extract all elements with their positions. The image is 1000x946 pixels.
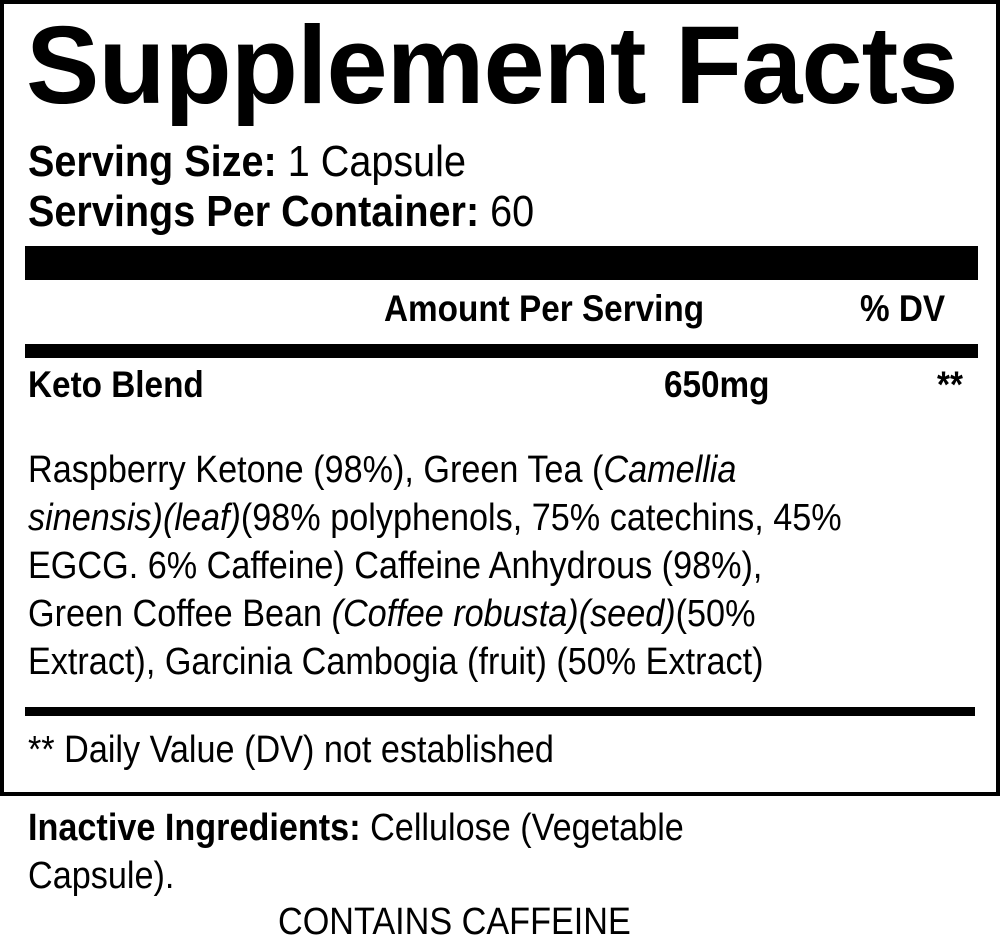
supplement-facts-panel xyxy=(0,0,1000,796)
medium-divider xyxy=(25,344,978,358)
ingredient-line: EGCG. 6% Caffeine) Caffeine Anhydrous (9… xyxy=(28,542,762,590)
ingredient-text: (98% polyphenols, 75% catechins, 45% xyxy=(240,497,842,539)
footnote: ** Daily Value (DV) not established xyxy=(28,729,554,771)
inactive-value: Cellulose (Vegetable xyxy=(370,807,684,849)
caffeine-warning: CONTAINS CAFFEINE xyxy=(278,901,631,943)
servings-per-container: Servings Per Container: 60 xyxy=(28,188,534,236)
ingredient-text: sinensis)(leaf) xyxy=(28,497,241,539)
blend-dv: ** xyxy=(937,364,963,405)
panel-title: Supplement Facts xyxy=(26,4,958,127)
inactive-value-cont: Capsule). xyxy=(28,855,175,897)
ingredient-text: Green Coffee Bean xyxy=(28,593,332,635)
blend-amount: 650mg xyxy=(664,364,770,405)
ingredient-text: (50% xyxy=(675,593,756,635)
ingredient-text: EGCG. 6% Caffeine) Caffeine Anhydrous (9… xyxy=(28,545,763,587)
ingredient-line: Green Coffee Bean (Coffee robusta)(seed)… xyxy=(28,590,755,638)
servings-per-container-value: 60 xyxy=(490,187,535,236)
amount-per-serving-header: Amount Per Serving xyxy=(384,288,705,329)
ingredient-text: Extract), Garcinia Cambogia (fruit) (50%… xyxy=(28,641,764,683)
ingredient-text: (Coffee robusta)(seed) xyxy=(331,593,676,635)
ingredient-line: Extract), Garcinia Cambogia (fruit) (50%… xyxy=(28,638,764,686)
ingredient-line: Raspberry Ketone (98%), Green Tea (Camel… xyxy=(28,446,736,494)
dv-header: % DV xyxy=(860,288,946,329)
thick-divider xyxy=(25,246,978,280)
ingredient-text: Camellia xyxy=(603,449,737,491)
serving-size: Serving Size: 1 Capsule xyxy=(28,138,466,186)
serving-size-label: Serving Size: xyxy=(28,137,277,186)
inactive-label: Inactive Ingredients: xyxy=(28,807,361,849)
blend-name: Keto Blend xyxy=(28,364,204,405)
servings-per-container-label: Servings Per Container: xyxy=(28,187,480,236)
ingredient-text: Raspberry Ketone (98%), Green Tea ( xyxy=(28,449,604,491)
ingredient-line: sinensis)(leaf)(98% polyphenols, 75% cat… xyxy=(28,494,842,542)
inactive-ingredients: Inactive Ingredients: Cellulose (Vegetab… xyxy=(28,804,684,852)
thin-divider xyxy=(25,707,975,716)
serving-size-value: 1 Capsule xyxy=(287,137,467,186)
